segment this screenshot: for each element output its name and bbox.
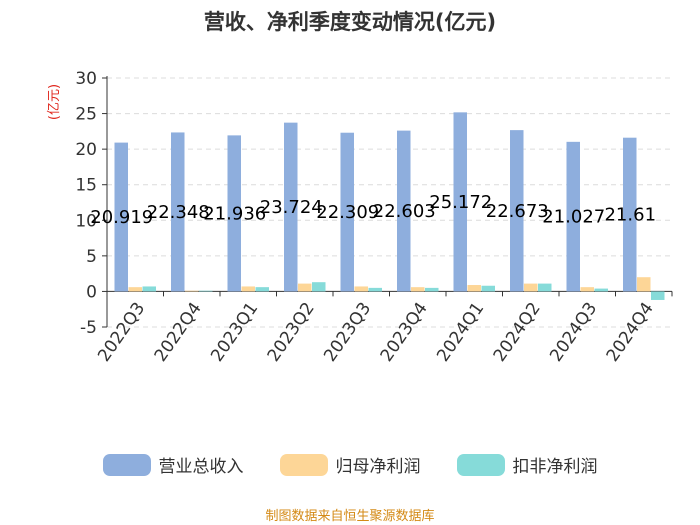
bar-营业总收入 [453,112,467,292]
legend-swatch-revenue [102,453,151,476]
data-label: 22.309 [316,202,379,223]
x-tick-label: 2023Q3 [320,299,375,366]
bar-扣非净利润 [255,287,269,292]
y-tick-label: 20 [75,140,97,160]
y-tick-label: 30 [75,69,97,89]
x-tick-label: 2023Q1 [207,299,262,366]
legend: 营业总收入 归母净利润 扣非净利润 [0,452,700,477]
bar-归母净利润 [241,286,255,292]
x-tick-label: 2024Q4 [603,299,658,366]
y-tick-label: 15 [75,176,97,196]
bar-营业总收入 [171,132,185,292]
y-tick-label: -5 [80,318,97,338]
legend-item-deducted-profit[interactable]: 扣非净利润 [456,452,598,477]
y-tick-label: 0 [86,282,97,302]
bar-扣非净利润 [368,287,382,292]
bar-归母净利润 [128,287,142,292]
x-tick-label: 2023Q4 [377,299,432,366]
bar-扣非净利润 [425,287,439,292]
bar-营业总收入 [227,135,241,292]
legend-label-deducted-profit: 扣非净利润 [512,457,598,477]
bar-归母净利润 [524,283,538,292]
data-label: 21.61 [604,205,656,226]
chart-title: 营收、净利季度变动情况(亿元) [203,10,497,34]
x-tick-label: 2022Q3 [94,299,149,366]
data-label: 21.936 [203,203,266,224]
bar-营业总收入 [623,137,637,292]
bar-归母净利润 [185,290,199,292]
y-tick-label: 5 [86,247,97,267]
bar-营业总收入 [566,141,580,292]
legend-swatch-net-profit [279,453,328,476]
bar-扣非净利润 [312,282,326,292]
data-label: 21.027 [542,207,605,228]
data-label: 22.348 [147,202,210,223]
y-tick-label: 25 [75,105,97,125]
x-tick-label: 2024Q2 [490,299,545,366]
legend-item-revenue[interactable]: 营业总收入 [102,452,244,477]
data-label: 20.919 [90,207,153,228]
y-tick-label: 10 [75,211,97,231]
bar-归母净利润 [637,277,651,292]
data-label: 23.724 [260,197,323,218]
bar-layer [114,112,665,300]
legend-label-revenue: 营业总收入 [158,457,244,477]
grid-layer [107,77,672,328]
data-label: 25.172 [429,192,492,213]
y-axis-label: (亿元) [47,84,62,120]
legend-label-net-profit: 归母净利润 [335,457,421,477]
bar-扣非净利润 [538,283,552,292]
bar-归母净利润 [298,283,312,292]
bar-扣非净利润 [481,285,495,292]
data-label: 22.603 [373,201,436,222]
x-tick-label: 2024Q3 [546,299,601,366]
bar-扣非净利润 [199,290,213,292]
x-tick-label: 2022Q4 [151,299,206,366]
bar-营业总收入 [284,122,298,292]
x-tick-label: 2024Q1 [433,299,488,366]
bar-归母净利润 [580,287,594,292]
legend-item-net-profit[interactable]: 归母净利润 [279,452,421,477]
bar-营业总收入 [114,142,128,292]
bar-营业总收入 [397,130,411,292]
bar-归母净利润 [354,286,368,292]
bar-扣非净利润 [594,288,608,292]
bar-扣非净利润 [651,291,665,300]
data-label: 22.673 [486,201,549,222]
bar-营业总收入 [510,130,524,292]
source-note: 制图数据来自恒生聚源数据库 [265,509,435,524]
data-label-layer: 20.91922.34821.93623.72422.30922.60325.1… [90,192,656,228]
x-tick-label: 2023Q2 [264,299,319,366]
bar-归母净利润 [467,285,481,292]
legend-swatch-deducted-profit [456,453,505,476]
bar-营业总收入 [340,132,354,292]
bar-扣非净利润 [142,286,156,292]
bar-归母净利润 [411,287,425,292]
